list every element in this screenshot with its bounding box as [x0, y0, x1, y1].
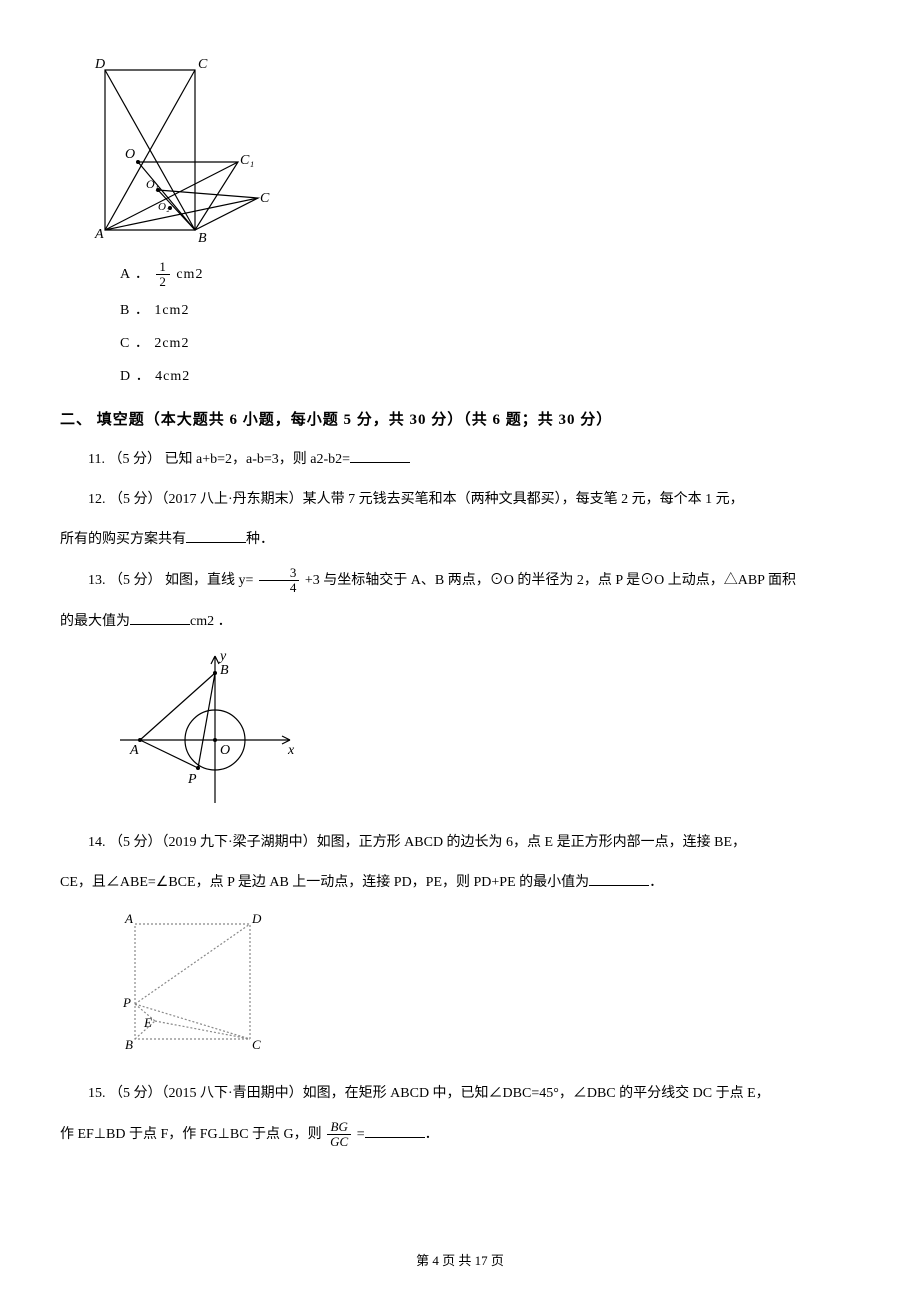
q12-line1: 12. （5 分）（2017 八上·丹东期末）某人带 7 元钱去买笔和本（两种文… [60, 486, 860, 514]
frac-den: GC [327, 1135, 351, 1149]
label-O2: O₂ [158, 201, 170, 213]
fraction-half: 1 2 [156, 260, 170, 290]
q10-option-c: C ． 2cm2 [120, 331, 860, 356]
q11: 11. （5 分） 已知 a+b=2，a‐b=3，则 a2‐b2= [60, 446, 860, 474]
q12-line2: 所有的购买方案共有 种． [60, 526, 860, 554]
q10-figure: A B C D O O₁ O₂ C₁ C₂ [90, 50, 860, 250]
label-P: P [187, 772, 197, 787]
label-D: D [251, 911, 262, 926]
frac-den: 2 [156, 275, 170, 289]
q13-pre: 13. （5 分） 如图，直线 y= [88, 573, 257, 588]
page-footer: 第 4 页 共 17 页 [0, 1249, 920, 1272]
q14-line2: CE，且∠ABE=∠BCE，点 P 是边 AB 上一动点，连接 PD，PE，则 … [60, 869, 860, 897]
q10-option-d: D ． 4cm2 [120, 364, 860, 389]
label-y: y [218, 649, 227, 664]
q10-option-b: B ． 1cm2 [120, 298, 860, 323]
q13-line2-suf: cm2 ． [190, 614, 232, 629]
label-C2: C₂ [260, 191, 270, 206]
q12-line2-suf: 种． [246, 532, 274, 547]
label-C: C [198, 57, 208, 72]
q15-line2-suf: ． [425, 1127, 439, 1142]
frac-num: 1 [156, 260, 170, 275]
q12-line2-pre: 所有的购买方案共有 [60, 532, 186, 547]
q15-line2-mid: = [357, 1127, 365, 1142]
section-2-header: 二、 填空题（本大题共 6 小题，每小题 5 分，共 30 分）（共 6 题；共… [60, 407, 860, 434]
label-B: B [198, 231, 207, 246]
label-C1: C₁ [240, 153, 254, 168]
label-A: A [94, 227, 104, 242]
q13-line2-pre: 的最大值为 [60, 614, 130, 629]
q13-suf: +3 与坐标轴交于 A、B 两点，⊙O 的半径为 2，点 P 是⊙O 上动点，△… [305, 573, 796, 588]
q14-line2-pre: CE，且∠ABE=∠BCE，点 P 是边 AB 上一动点，连接 PD，PE，则 … [60, 875, 589, 890]
label-x: x [287, 743, 295, 758]
frac-num: BG [327, 1120, 351, 1135]
label-A: A [129, 743, 139, 758]
q13-line1: 13. （5 分） 如图，直线 y= 3 4 +3 与坐标轴交于 A、B 两点，… [60, 566, 860, 596]
q14-figure: A D B C P E [120, 909, 860, 1068]
label-C: C [252, 1037, 261, 1052]
q14-line1: 14. （5 分）（2019 九下·梁子湖期中）如图，正方形 ABCD 的边长为… [60, 829, 860, 857]
q13-diagram: y x O A B P [120, 648, 300, 808]
q14-diagram: A D B C P E [120, 909, 270, 1059]
q15-blank [365, 1124, 425, 1138]
q15-line1: 15. （5 分）（2015 八下·青田期中）如图，在矩形 ABCD 中，已知∠… [60, 1080, 860, 1108]
q11-text: 11. （5 分） 已知 a+b=2，a‐b=3，则 a2‐b2= [88, 452, 350, 467]
label-O: O [125, 147, 135, 162]
label-E: E [143, 1015, 152, 1030]
label-B: B [125, 1037, 133, 1052]
q10-option-a: A ． 1 2 cm2 [120, 260, 860, 290]
label-O: O [220, 743, 230, 758]
label-B: B [220, 663, 229, 678]
q15-line2-pre: 作 EF⊥BD 于点 F，作 FG⊥BC 于点 G，则 [60, 1127, 325, 1142]
option-letter: A ． [120, 267, 150, 282]
frac-den: 4 [259, 581, 300, 595]
q13-line2: 的最大值为 cm2 ． [60, 608, 860, 636]
q14-line2-suf: ． [649, 875, 663, 890]
q10-diagram: A B C D O O₁ O₂ C₁ C₂ [90, 50, 270, 250]
label-O1: O₁ [146, 177, 159, 191]
q13-fraction: 3 4 [259, 566, 300, 596]
label-P: P [122, 995, 131, 1010]
option-suffix: cm2 [176, 267, 203, 282]
q15-fraction: BG GC [327, 1120, 351, 1150]
q14-blank [589, 872, 649, 886]
q13-figure: y x O A B P [120, 648, 860, 817]
frac-num: 3 [259, 566, 300, 581]
label-A: A [124, 911, 133, 926]
label-D: D [94, 57, 105, 72]
q11-blank [350, 449, 410, 463]
q12-blank [186, 529, 246, 543]
q13-blank [130, 611, 190, 625]
q15-line2: 作 EF⊥BD 于点 F，作 FG⊥BC 于点 G，则 BG GC = ． [60, 1120, 860, 1150]
